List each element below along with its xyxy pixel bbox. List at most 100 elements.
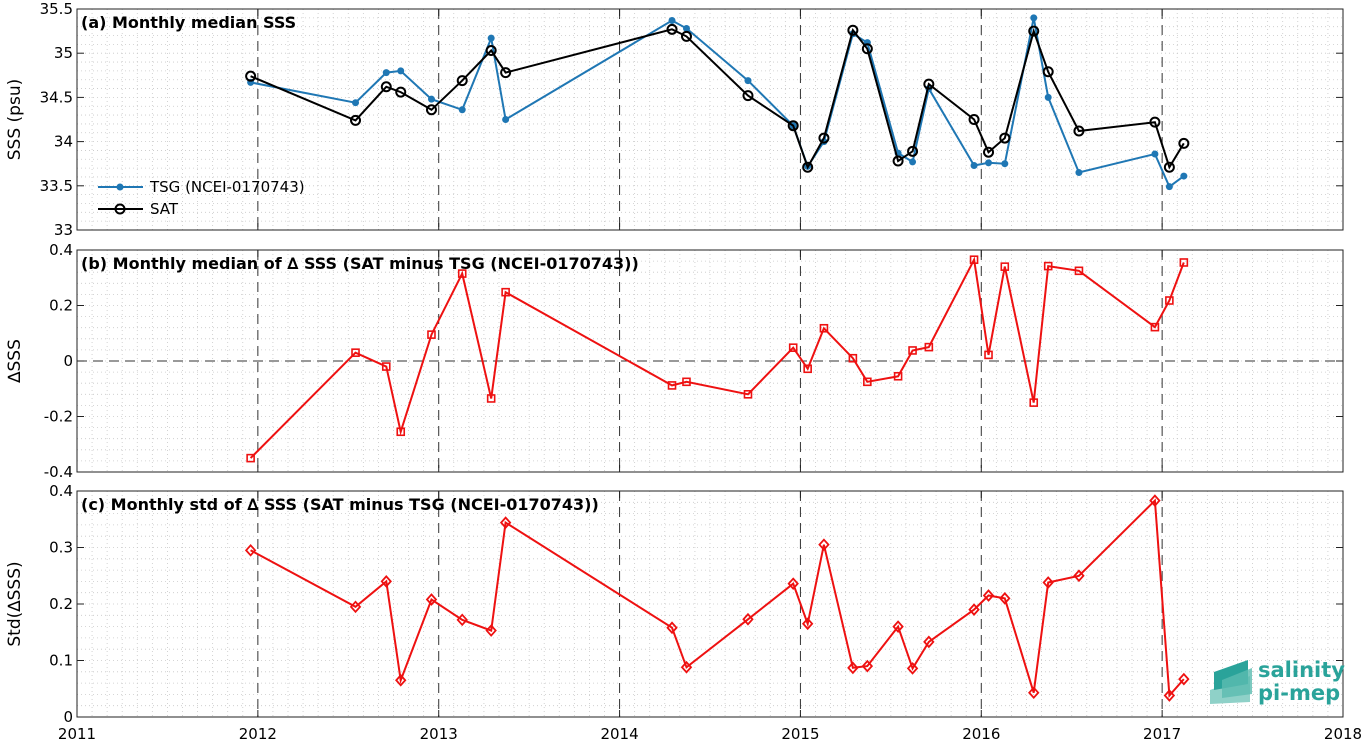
series-panel-3 (244, 494, 1190, 702)
data-point (397, 67, 405, 75)
data-point (818, 538, 830, 552)
legend-marker (116, 183, 124, 191)
y-tick-label-34-5: 34.5 (40, 88, 73, 106)
data-point (1042, 66, 1054, 78)
y-axis-label: ∆SSS (5, 339, 25, 384)
panel-title: (b) Monthly median of ∆ SSS (SAT minus T… (81, 254, 639, 273)
data-point (983, 146, 995, 158)
data-point (787, 577, 799, 591)
data-point (668, 16, 676, 24)
x-tick-label-2013: 2013 (420, 725, 458, 743)
legend-label-SAT: SAT (150, 200, 179, 218)
data-point (1073, 125, 1085, 137)
data-point (350, 114, 362, 126)
data-point (1044, 93, 1052, 101)
data-point (1150, 322, 1160, 332)
data-point (848, 353, 858, 363)
data-point (892, 155, 904, 167)
data-point (1165, 296, 1174, 305)
data-point (968, 603, 980, 616)
data-point (985, 159, 993, 167)
data-point (1163, 161, 1175, 173)
data-point (500, 67, 512, 79)
y-tick-label-0-3: 0.3 (49, 539, 73, 557)
data-point (743, 389, 753, 399)
data-point (1029, 398, 1039, 407)
legend-marker (114, 203, 126, 215)
y-tick-label-34: 34 (54, 133, 73, 151)
data-point (819, 323, 829, 333)
data-point (487, 34, 495, 42)
panel-3: 0 0.1 0.2 0.3 0.4 2011 2012 2013 2014 2015 2016 201… (5, 482, 1362, 743)
data-point (861, 659, 874, 673)
data-point (1178, 672, 1190, 686)
y-tick-label-33-5: 33.5 (40, 177, 73, 195)
data-point (1028, 25, 1040, 37)
data-point (1165, 183, 1173, 191)
data-point (1028, 686, 1040, 700)
data-point (352, 99, 360, 107)
y-tick-label-0-2: 0.2 (49, 297, 73, 315)
data-point (680, 660, 693, 674)
data-point (909, 158, 917, 166)
data-point (1043, 261, 1053, 271)
y-tick-label-0-2: -0.2 (44, 408, 73, 426)
data-point (351, 348, 360, 357)
data-point (999, 132, 1011, 144)
data-point (999, 592, 1011, 605)
data-point (427, 330, 436, 339)
data-point (395, 673, 407, 687)
y-tick-label-0-4: 0.4 (49, 241, 73, 259)
data-point (1075, 169, 1083, 177)
data-point (349, 600, 362, 614)
data-point (984, 350, 993, 360)
x-tick-label-2015: 2015 (781, 725, 819, 743)
data-point (456, 613, 468, 627)
data-point (682, 377, 691, 387)
data-point (1180, 172, 1188, 180)
x-tick-label-2018: 2018 (1324, 725, 1362, 743)
y-axis-label: Std(∆SSS) (5, 561, 25, 646)
data-point (923, 635, 935, 649)
data-point (847, 661, 859, 675)
data-point (425, 593, 438, 606)
data-point (742, 90, 754, 102)
data-point (982, 589, 995, 602)
y-tick-label-0-4: 0.4 (49, 482, 73, 500)
data-point (485, 45, 497, 57)
logo-text-pimep: pi-mep (1258, 681, 1340, 705)
data-point (1149, 494, 1161, 507)
data-point (923, 78, 935, 90)
data-point (667, 381, 677, 390)
data-point (381, 362, 391, 371)
data-point (907, 145, 919, 157)
chart-panels: 33 33.5 34 34.5 35 35.5 SSS (psu) (a) Monthly m… (5, 0, 1362, 743)
y-tick-label-0: 0 (63, 708, 73, 726)
axes-box (76, 8, 1344, 231)
data-point (458, 106, 466, 114)
data-point (847, 24, 859, 36)
y-axis-label: SSS (psu) (5, 79, 25, 160)
minor-grid (77, 250, 1343, 472)
data-point (1179, 258, 1189, 267)
data-point (893, 371, 903, 381)
data-point (666, 23, 678, 35)
data-point (892, 620, 904, 633)
data-point (1042, 576, 1054, 589)
panel-title: (a) Monthly median SSS (81, 13, 296, 32)
minor-grid (77, 9, 1343, 230)
data-point (396, 427, 406, 437)
data-point (1000, 262, 1010, 271)
data-point (968, 114, 980, 125)
legend: TSG (NCEI-0170743) SAT (98, 178, 305, 218)
y-tick-label-0-4: -0.4 (44, 463, 73, 481)
x-tick-label-2014: 2014 (600, 725, 638, 743)
data-point (970, 161, 978, 169)
data-point (680, 30, 692, 42)
year-lines (257, 9, 1163, 230)
data-point (742, 612, 754, 626)
data-point (801, 617, 814, 631)
y-tick-label-0-1: 0.1 (49, 652, 73, 670)
data-point (244, 543, 257, 557)
